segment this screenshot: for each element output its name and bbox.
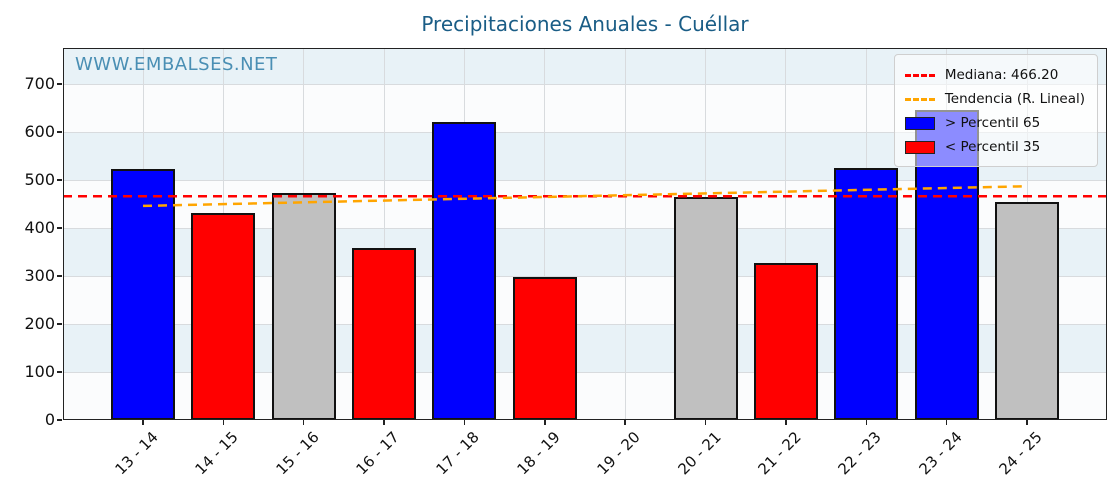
y-tick-label: 200 xyxy=(24,314,55,333)
x-tick-label: 16 - 17 xyxy=(352,428,403,479)
x-tick-label: 19 - 20 xyxy=(593,428,644,479)
legend-label: Mediana: 466.20 xyxy=(944,67,1059,83)
legend-item: Tendencia (R. Lineal) xyxy=(904,87,1085,111)
legend-item: < Percentil 35 xyxy=(904,135,1085,159)
x-tick-label: 15 - 16 xyxy=(272,428,323,479)
bar-24-25 xyxy=(995,201,1059,420)
y-tick-mark xyxy=(57,179,62,181)
y-tick-mark xyxy=(57,275,62,277)
x-tick-label: 17 - 18 xyxy=(432,428,484,479)
y-tick-label: 700 xyxy=(24,74,55,93)
legend-label: < Percentil 35 xyxy=(944,139,1041,155)
x-tick-label: 18 - 19 xyxy=(513,428,564,479)
x-tick-mark xyxy=(624,420,626,425)
x-tick-mark xyxy=(945,420,948,425)
v-gridline xyxy=(544,48,546,420)
v-gridline xyxy=(383,48,385,420)
legend-item: Mediana: 466.20 xyxy=(904,63,1085,87)
h-gridline xyxy=(63,371,1107,373)
y-tick-label: 0 xyxy=(44,410,55,429)
bar-18-19 xyxy=(512,276,577,420)
bar-14-15 xyxy=(191,213,256,420)
trend-line xyxy=(142,184,1028,208)
x-tick-label: 14 - 15 xyxy=(191,428,243,479)
y-tick-label: 600 xyxy=(24,122,55,141)
h-gridline xyxy=(63,227,1107,229)
legend-swatch-line xyxy=(904,97,935,101)
y-tick-mark xyxy=(57,83,62,85)
bar-15-16 xyxy=(271,192,336,420)
x-tick-label: 22 - 23 xyxy=(834,428,885,479)
y-tick-mark xyxy=(57,419,62,421)
h-gridline xyxy=(63,131,1107,133)
h-gridline xyxy=(63,83,1107,85)
x-tick-label: 21 - 22 xyxy=(754,428,805,479)
legend-swatch-patch xyxy=(904,140,935,154)
h-gridline xyxy=(63,275,1107,277)
watermark: WWW.EMBALSES.NET xyxy=(75,54,278,75)
y-tick-mark xyxy=(57,323,62,325)
x-tick-label: 24 - 25 xyxy=(995,428,1046,479)
v-gridline xyxy=(624,48,626,420)
x-tick-label: 23 - 24 xyxy=(915,428,966,479)
h-gridline xyxy=(63,323,1107,325)
bar-21-22 xyxy=(753,263,818,420)
y-tick-mark xyxy=(57,227,62,229)
legend-label: Tendencia (R. Lineal) xyxy=(944,91,1085,107)
y-tick-label: 300 xyxy=(24,266,55,285)
legend: Mediana: 466.20 Tendencia (R. Lineal) > Pe… xyxy=(893,54,1098,167)
x-tick-mark xyxy=(544,420,546,425)
v-gridline xyxy=(785,48,787,420)
bar-22-23 xyxy=(834,168,899,420)
x-tick-mark xyxy=(383,420,385,425)
x-tick-mark xyxy=(1026,420,1028,425)
bar-20-21 xyxy=(673,196,738,420)
bar-17-18 xyxy=(432,122,497,420)
legend-label: > Percentil 65 xyxy=(944,115,1041,131)
y-tick-label: 100 xyxy=(24,362,55,381)
y-tick-mark xyxy=(57,131,62,133)
plot-area: WWW.EMBALSES.NET Mediana: 466.20 Tendenci… xyxy=(63,48,1107,420)
x-tick-mark xyxy=(785,420,787,425)
legend-swatch-line xyxy=(904,73,935,77)
x-tick-mark xyxy=(142,420,144,425)
legend-item: > Percentil 65 xyxy=(904,111,1085,135)
chart-title: Precipitaciones Anuales - Cuéllar xyxy=(421,12,749,36)
x-tick-mark xyxy=(302,420,305,425)
y-tick-label: 500 xyxy=(24,170,55,189)
y-tick-mark xyxy=(57,371,62,373)
legend-swatch-patch xyxy=(904,116,935,130)
x-tick-label: 20 - 21 xyxy=(673,428,725,479)
x-tick-mark xyxy=(463,420,466,425)
x-tick-mark xyxy=(704,420,707,425)
bar-13-14 xyxy=(111,168,175,420)
x-tick-label: 13 - 14 xyxy=(111,428,162,479)
x-tick-mark xyxy=(865,420,868,425)
h-gridline xyxy=(63,179,1107,181)
line-layer xyxy=(63,184,1107,208)
x-tick-mark xyxy=(222,420,225,425)
y-tick-label: 400 xyxy=(24,218,55,237)
